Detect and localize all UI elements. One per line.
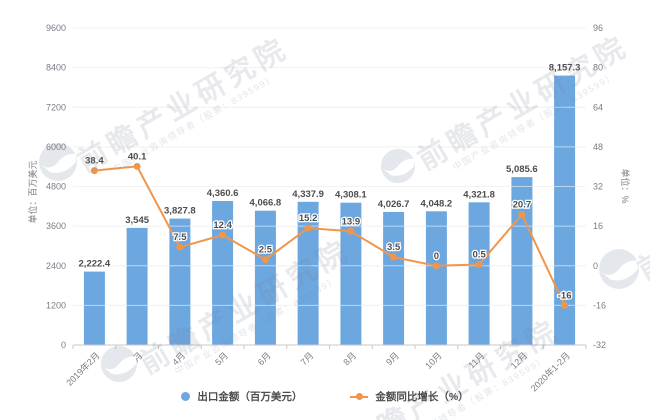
left-axis-tick-label: 8400: [46, 63, 66, 73]
x-axis-label: 9月: [384, 350, 401, 367]
line-value-label: 7.5: [173, 232, 187, 243]
left-axis-tick-label: 7200: [46, 102, 66, 112]
bar-2020年1-2月: [554, 75, 576, 345]
bar-12月: [511, 177, 533, 345]
legend-marker-line-series: [350, 393, 369, 400]
bar-value-label: 4,308.1: [335, 190, 367, 201]
right-axis-tick-label: 80: [593, 63, 603, 73]
x-axis-label: 4月: [170, 350, 187, 367]
bar-4月: [169, 218, 191, 345]
chart-legend: 出口金额（百万美元） 金额同比增长（%）: [0, 389, 650, 404]
left-axis-title: 单位：百万美元: [27, 160, 38, 223]
bar-value-label: 4,066.8: [250, 198, 282, 209]
right-axis-tick-label: 0: [593, 261, 598, 271]
line-marker-5月: [219, 231, 227, 239]
x-axis-label: 11月: [466, 350, 486, 370]
bar-value-label: 8,157.3: [549, 63, 581, 74]
line-value-label: 0: [434, 251, 439, 262]
bar-2019年2月: [83, 271, 105, 345]
right-axis-tick-label: 16: [593, 221, 603, 231]
bar-value-label: 3,545: [125, 215, 149, 226]
line-value-label: 12.4: [213, 220, 232, 231]
legend-label: 金额同比增长（%）: [375, 391, 469, 403]
right-axis-tick-label: -16: [593, 300, 606, 310]
left-axis-tick-label: 3600: [46, 221, 66, 231]
bar-6月: [254, 210, 276, 345]
x-axis-label: 3月: [128, 350, 145, 367]
left-axis-tick-label: 4800: [46, 182, 66, 192]
legend-item-yoy-growth[interactable]: 金额同比增长（%）: [350, 389, 469, 404]
line-marker-12月: [518, 211, 526, 218]
bar-7月: [297, 201, 319, 345]
x-axis-label: 7月: [299, 350, 316, 367]
right-axis-tick-label: 48: [593, 142, 603, 152]
line-value-label: -16: [558, 290, 572, 301]
right-axis-tick-label: -32: [593, 340, 606, 350]
legend-label: 出口金额（百万美元）: [197, 391, 303, 403]
line-marker-10月: [432, 262, 440, 270]
bar-value-label: 4,321.8: [463, 189, 495, 200]
bar-8月: [340, 202, 362, 345]
bar-value-label: 3,827.8: [164, 206, 196, 217]
legend-item-export-amount[interactable]: 出口金额（百万美元）: [181, 389, 302, 404]
bar-value-label: 4,026.7: [378, 199, 410, 210]
right-axis-tick-label: 96: [593, 23, 603, 33]
line-marker-11月: [475, 261, 483, 268]
line-marker-3月: [133, 162, 141, 170]
x-axis-label: 2019年2月: [64, 350, 102, 388]
line-value-label: 20.7: [513, 199, 532, 210]
line-marker-9月: [390, 253, 398, 261]
x-axis-label: 6月: [256, 350, 273, 367]
bar-value-label: 4,337.9: [292, 189, 324, 200]
bar-value-label: 4,048.2: [421, 198, 453, 209]
right-axis-tick-label: 64: [593, 102, 603, 112]
x-axis-label: 10月: [423, 350, 444, 371]
bar-10月: [425, 211, 447, 345]
bar-11月: [468, 202, 490, 345]
line-marker-6月: [261, 256, 269, 264]
legend-marker-bar-series: [181, 392, 191, 401]
line-marker-7月: [304, 224, 312, 232]
left-axis-tick-label: 6000: [46, 142, 66, 152]
line-value-label: 13.9: [342, 216, 361, 227]
line-value-label: 40.1: [128, 151, 147, 162]
right-axis-title: 单位：%: [620, 168, 631, 203]
line-marker-4月: [176, 243, 184, 251]
right-axis-tick-label: 32: [593, 182, 603, 192]
left-axis-tick-label: 0: [61, 340, 66, 350]
line-value-label: 0.5: [473, 250, 487, 261]
line-marker-8月: [347, 227, 355, 235]
left-axis-tick-label: 2400: [46, 261, 66, 271]
bar-value-label: 5,085.6: [506, 164, 538, 175]
x-axis-label: 12月: [509, 350, 530, 371]
line-value-label: 2.5: [259, 245, 273, 256]
bar-9月: [383, 212, 405, 345]
line-marker-2020年1-2月: [561, 301, 569, 309]
bar-value-label: 4,360.6: [207, 188, 239, 199]
line-value-label: 15.2: [299, 213, 318, 224]
line-value-label: 3.5: [387, 242, 401, 253]
x-axis-label: 8月: [341, 350, 358, 367]
line-value-label: 38.4: [85, 156, 104, 167]
x-axis-label: 5月: [213, 350, 230, 367]
left-axis-tick-label: 1200: [46, 300, 66, 310]
bar-value-label: 2,222.4: [79, 259, 111, 270]
x-axis-label: 2020年1-2月: [528, 350, 572, 394]
bar-3月: [126, 227, 148, 345]
growth-line: [94, 165, 566, 306]
left-axis-tick-label: 9600: [46, 23, 66, 33]
line-marker-2019年2月: [90, 167, 98, 175]
